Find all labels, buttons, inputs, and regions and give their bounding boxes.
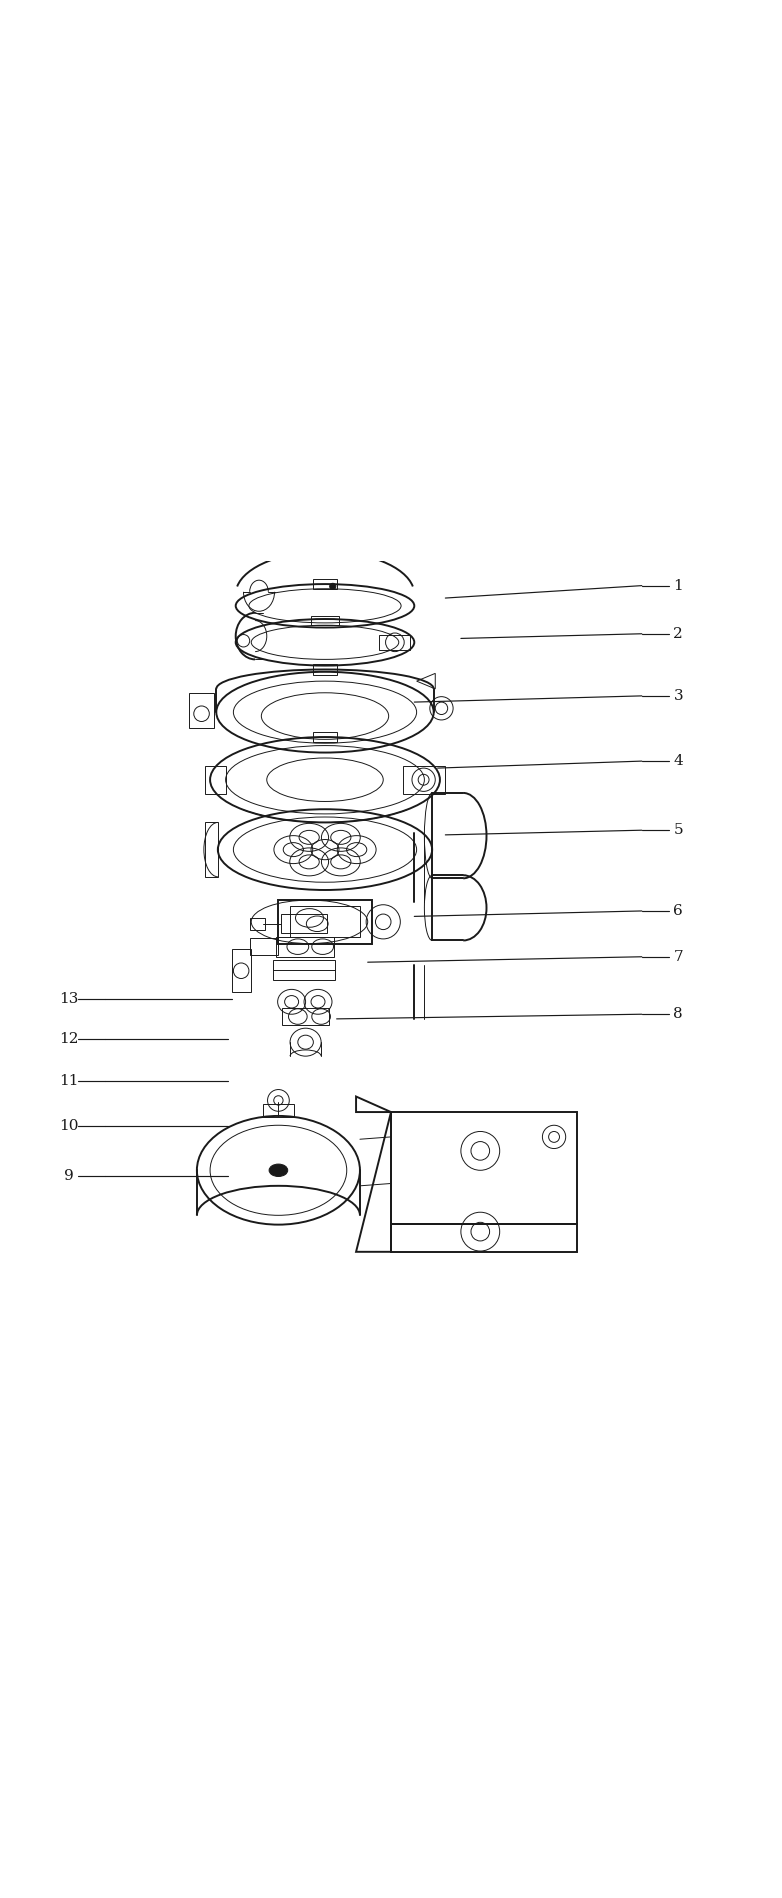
- Text: 8: 8: [673, 1008, 683, 1021]
- Text: 2: 2: [673, 626, 683, 642]
- Ellipse shape: [330, 583, 336, 590]
- Bar: [311, 617, 339, 624]
- Text: 10: 10: [59, 1120, 78, 1133]
- Bar: [273, 960, 335, 979]
- Bar: [278, 900, 371, 943]
- Bar: [314, 579, 336, 588]
- Bar: [231, 949, 251, 991]
- Bar: [249, 919, 265, 930]
- Bar: [249, 938, 278, 955]
- Text: 13: 13: [59, 993, 78, 1006]
- Bar: [205, 765, 227, 793]
- Text: 9: 9: [64, 1169, 74, 1182]
- Bar: [403, 765, 446, 793]
- Bar: [281, 915, 328, 934]
- Bar: [282, 1008, 329, 1025]
- Bar: [379, 634, 411, 651]
- Bar: [276, 936, 335, 957]
- Text: 5: 5: [673, 824, 683, 837]
- Text: 12: 12: [59, 1033, 78, 1046]
- Text: 7: 7: [673, 949, 683, 964]
- Text: 1: 1: [673, 579, 683, 592]
- Text: 6: 6: [673, 903, 683, 919]
- Bar: [313, 731, 337, 742]
- Text: 11: 11: [59, 1074, 78, 1088]
- Bar: [263, 1103, 294, 1118]
- Bar: [205, 822, 218, 877]
- Bar: [290, 907, 360, 938]
- Ellipse shape: [269, 1163, 288, 1177]
- Bar: [189, 693, 214, 727]
- Text: 3: 3: [673, 689, 683, 702]
- Text: 4: 4: [673, 754, 683, 769]
- Bar: [314, 664, 336, 676]
